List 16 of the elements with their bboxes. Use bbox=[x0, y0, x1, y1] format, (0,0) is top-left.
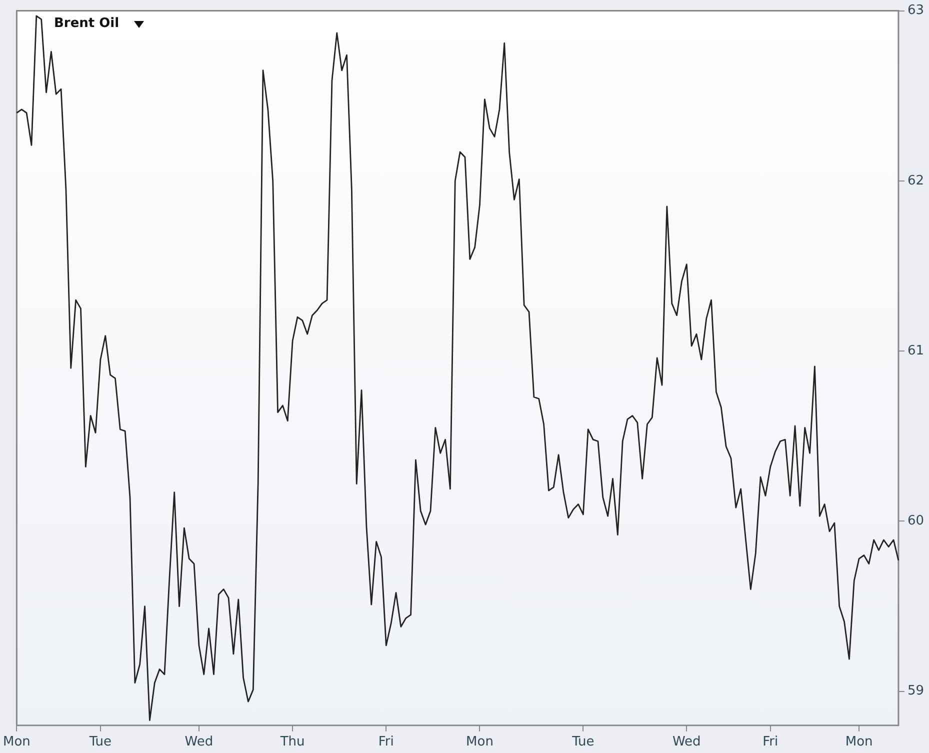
x-tick-label: Wed bbox=[672, 734, 701, 750]
x-tick-label: Fri bbox=[762, 734, 778, 750]
y-tick-label: 63 bbox=[907, 3, 924, 18]
x-tick-label: Tue bbox=[88, 734, 112, 750]
chart-title: Brent Oil bbox=[52, 16, 122, 31]
x-tick-label: Mon bbox=[2, 734, 30, 750]
y-tick-label: 59 bbox=[907, 684, 924, 699]
x-tick-label: Mon bbox=[466, 734, 494, 750]
x-tick-label: Thu bbox=[279, 734, 305, 750]
y-tick-label: 60 bbox=[907, 514, 924, 529]
y-tick-label: 61 bbox=[907, 343, 924, 358]
x-tick-label: Wed bbox=[184, 734, 214, 750]
x-tick-label: Fri bbox=[378, 734, 394, 750]
x-tick-label: Mon bbox=[845, 734, 873, 750]
y-tick-label: 62 bbox=[907, 173, 924, 188]
x-tick-label: Tue bbox=[571, 734, 594, 750]
